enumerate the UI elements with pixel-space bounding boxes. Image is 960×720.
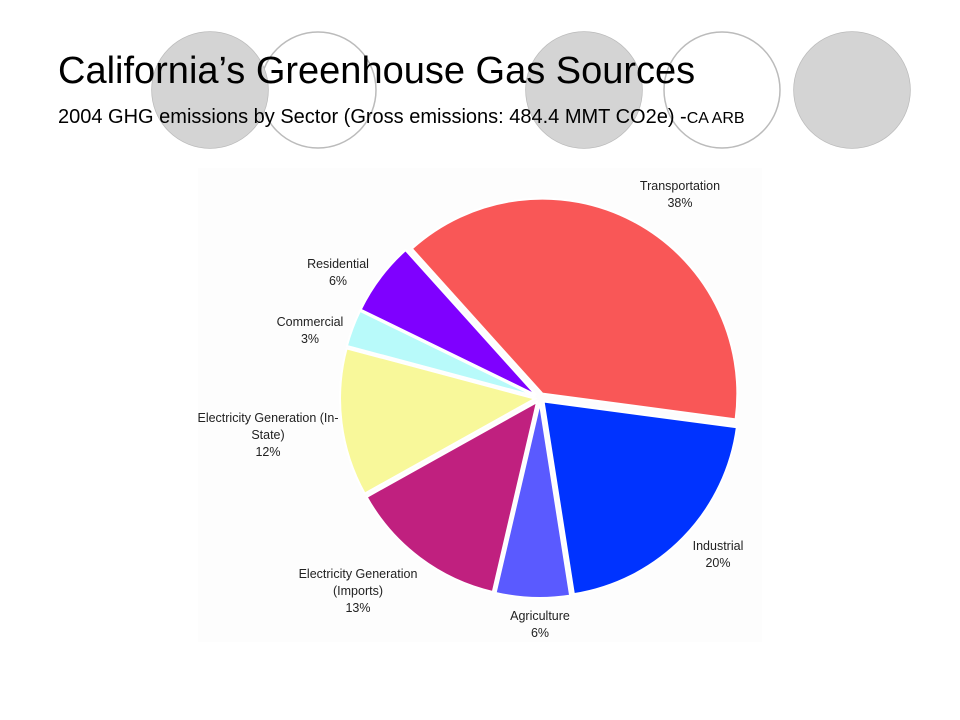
chart-panel: Transportation 38% Industrial 20% Agricultur… <box>197 168 765 642</box>
category-label: Electricity Generation (In-State) <box>197 411 339 442</box>
value-label: 38% <box>667 196 693 210</box>
pie-slice <box>365 400 539 594</box>
value-label: 12% <box>255 445 281 459</box>
title: California’s Greenhouse Gas Sources <box>58 50 696 92</box>
pie-slice <box>410 197 739 421</box>
category-label: Residential <box>307 257 369 271</box>
pie-slice <box>494 402 572 599</box>
value-label: 20% <box>705 556 731 570</box>
slice-label: Electricity Generation (Imports) 13% <box>273 566 443 617</box>
category-label: Electricity Generation (Imports) <box>298 567 418 598</box>
category-label: Transportation <box>639 179 721 193</box>
slice-label: Industrial 20% <box>633 538 803 572</box>
subtitle: 2004 GHG emissions by Sector (Gross emis… <box>58 106 687 128</box>
pie-slice <box>359 248 537 396</box>
slice-label: Transportation 38% <box>595 178 765 212</box>
slice-label: Agriculture 6% <box>455 608 625 642</box>
pie-slice <box>345 309 536 398</box>
value-label: 6% <box>328 274 348 288</box>
slice-label: Electricity Generation (In-State) 12% <box>183 410 353 461</box>
decoration <box>151 31 911 149</box>
value-label: 6% <box>530 626 550 640</box>
category-label: Industrial <box>692 539 744 553</box>
slice-label: Commercial 3% <box>225 314 395 348</box>
value-label: 13% <box>345 601 371 615</box>
pie-slice <box>339 347 538 495</box>
chart <box>339 197 739 599</box>
slice-label: Residential 6% <box>253 256 423 290</box>
category-label: Agriculture <box>510 609 570 623</box>
source: CA ARB <box>686 110 745 127</box>
subtitle-line: 2004 GHG emissions by Sector (Gross emis… <box>58 106 745 129</box>
value-label: 3% <box>300 332 320 346</box>
category-label: Commercial <box>276 315 344 329</box>
pie-slice <box>542 400 738 596</box>
